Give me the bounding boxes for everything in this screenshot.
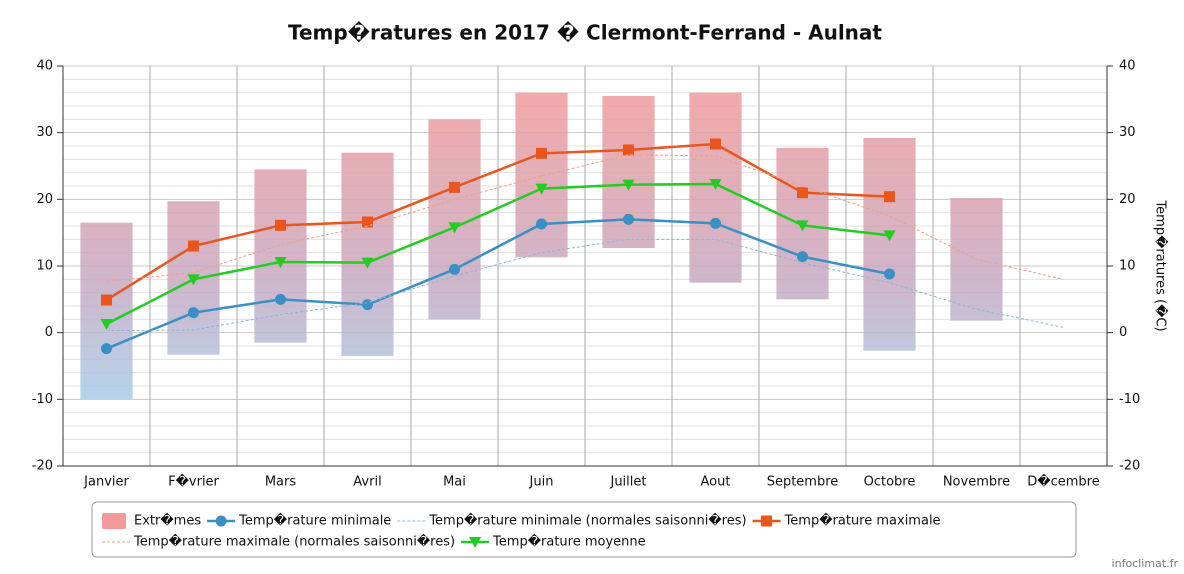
marker xyxy=(100,319,113,330)
y2-tick-label: 0 xyxy=(1119,325,1127,340)
y-tick-label: 40 xyxy=(36,59,53,74)
x-tick-label: Aout xyxy=(701,475,731,490)
marker xyxy=(362,299,373,311)
x-tick-label: Octobre xyxy=(864,475,916,490)
marker xyxy=(275,293,286,305)
y2-tick-label: 40 xyxy=(1119,59,1136,74)
marker xyxy=(101,294,112,306)
x-tick-label: Mai xyxy=(443,475,466,490)
y2-tick-label: -20 xyxy=(1119,459,1140,474)
marker xyxy=(449,263,460,275)
marker xyxy=(622,179,635,191)
marker xyxy=(536,218,547,230)
range-bar xyxy=(254,169,307,343)
marker xyxy=(797,251,808,263)
y-tick-label: 30 xyxy=(36,125,53,140)
normal-line xyxy=(106,238,1064,332)
y2-tick-label: 30 xyxy=(1119,125,1136,140)
marker xyxy=(536,147,547,159)
credit: infoclimat.fr xyxy=(1112,557,1179,570)
x-tick-label: F�vrier xyxy=(168,473,219,490)
x-tick-label: D�cembre xyxy=(1027,473,1099,490)
marker xyxy=(709,179,722,190)
legend-item: Temp�rature maximale xyxy=(752,512,941,529)
marker xyxy=(623,144,634,156)
legend-item: Extr�mes xyxy=(102,512,201,529)
x-tick-label: Janvier xyxy=(83,475,129,490)
legend-swatch xyxy=(102,513,126,529)
y-tick-label: 0 xyxy=(45,325,53,340)
marker xyxy=(796,220,809,232)
legend-item: Temp�rature moyenne xyxy=(461,533,646,550)
series-line xyxy=(105,142,890,302)
range-bar xyxy=(80,222,133,400)
x-tick-label: Avril xyxy=(353,475,381,490)
range-bar xyxy=(515,92,568,258)
y-tick-label: 20 xyxy=(36,192,53,207)
legend-label: Temp�rature minimale (normales saisonni�… xyxy=(428,512,746,529)
chart-title: Temp�ratures en 2017 � Clermont-Ferrand … xyxy=(288,21,882,45)
y2-tick-label: 20 xyxy=(1119,192,1136,207)
marker xyxy=(188,240,199,252)
marker xyxy=(761,515,773,527)
marker xyxy=(274,257,287,268)
y2-tick-label: 10 xyxy=(1119,259,1136,274)
marker xyxy=(883,230,896,242)
legend-item: Temp�rature minimale (normales saisonni�… xyxy=(397,512,747,529)
marker xyxy=(535,183,548,195)
legend-label: Temp�rature minimale xyxy=(238,512,391,529)
series-line xyxy=(105,182,890,326)
marker xyxy=(710,217,721,229)
marker xyxy=(215,515,227,527)
y-tick-label: 10 xyxy=(36,259,53,274)
legend-box xyxy=(91,501,1077,558)
range-bar xyxy=(602,96,655,248)
normal-line xyxy=(106,154,1064,282)
marker xyxy=(448,222,461,234)
x-tick-label: Juin xyxy=(529,475,554,490)
marker xyxy=(710,138,721,150)
marker xyxy=(884,191,895,203)
marker xyxy=(797,187,808,199)
marker xyxy=(469,537,482,548)
legend-item: Temp�rature minimale xyxy=(207,512,391,529)
y-tick-label: -20 xyxy=(32,459,53,474)
marker xyxy=(361,257,374,269)
x-tick-label: Mars xyxy=(265,475,297,490)
legend-item: Temp�rature maximale (normales saisonni�… xyxy=(102,533,455,550)
legend-label: Temp�rature maximale xyxy=(784,512,941,529)
legend-label: Temp�rature maximale (normales saisonni�… xyxy=(133,533,455,550)
marker xyxy=(188,307,199,319)
legend-label: Extr�mes xyxy=(134,512,201,529)
marker xyxy=(623,213,634,225)
range-bar xyxy=(863,138,916,351)
x-tick-label: Septembre xyxy=(767,475,839,490)
series-line xyxy=(106,218,890,350)
marker xyxy=(275,219,286,231)
y2-axis-label: Temp�ratures (�C) xyxy=(1153,199,1170,331)
y2-tick-label: -10 xyxy=(1119,392,1140,407)
y-tick-label: -10 xyxy=(32,392,53,407)
x-tick-label: Juillet xyxy=(609,475,646,490)
marker xyxy=(884,268,895,280)
marker xyxy=(362,216,373,228)
legend-label: Temp�rature moyenne xyxy=(492,533,646,550)
marker xyxy=(187,274,200,286)
x-tick-label: Novembre xyxy=(943,475,1010,490)
marker xyxy=(449,181,460,193)
marker xyxy=(101,343,112,355)
